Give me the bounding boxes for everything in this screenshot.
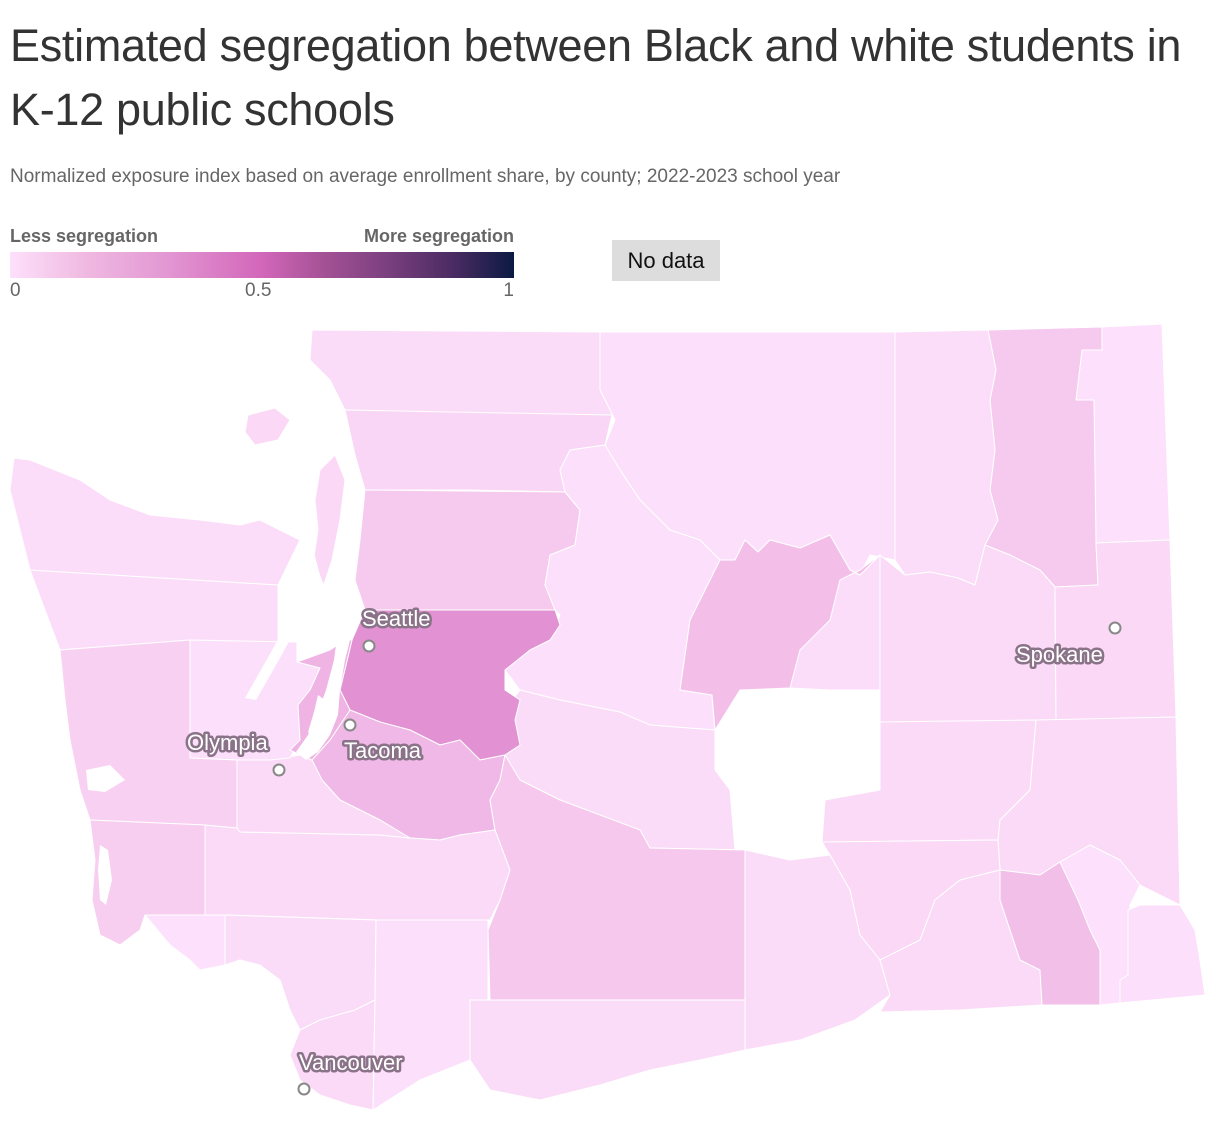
legend-tick-0: 0 [10,280,21,301]
legend-tick-1: 1 [503,280,514,301]
grays-harbor-bay-water [86,765,125,792]
city-label-seattle: Seattle [362,606,431,631]
puget-sound-water [296,610,352,760]
chart-subtitle: Normalized exposure index based on avera… [10,166,841,187]
legend-low-label: Less segregation [10,226,159,246]
city-dot-olympia [272,763,286,777]
county-wahkiakum[interactable] [144,914,226,971]
chart-title: Estimated segregation between Black and … [10,20,1182,135]
city-label-vancouver: Vancouver [299,1050,403,1075]
city-seattle: Seattle [360,604,433,653]
county-pacific[interactable] [89,819,206,946]
county-klickitat[interactable] [469,999,746,1101]
county-clallam[interactable] [9,457,301,586]
hood-canal-water [245,598,306,700]
city-label-tacoma: Tacoma [344,738,422,763]
city-dot-tacoma [343,718,357,732]
carr-inlet-water [308,695,325,740]
city-dot-seattle [362,639,376,653]
legend-high-label: More segregation [363,226,514,246]
city-olympia: Olympia [185,728,286,777]
city-label-olympia: Olympia [187,730,268,755]
county-whatcom[interactable] [309,329,616,421]
county-snohomish[interactable] [354,489,581,611]
county-jefferson[interactable] [29,569,298,651]
city-label-spokane: Spokane [1016,642,1103,667]
county-san-juan[interactable] [244,407,291,446]
color-legend: Less segregation More segregation 0 0.5 … [10,226,514,306]
admiralty-inlet-water [300,540,330,610]
willapa-bay-water [98,845,112,905]
county-clark[interactable] [289,999,376,1111]
city-tacoma: Tacoma [342,718,424,766]
county-asotin[interactable] [1119,904,1206,1004]
washington-county-map: Seattle Tacoma Olympia Spokane Vancouver [9,323,1206,1111]
city-dot-spokane [1108,621,1122,635]
no-data-legend: No data [612,240,720,281]
city-dot-vancouver [297,1082,311,1096]
city-vancouver: Vancouver [297,1048,405,1096]
county-ferry[interactable] [894,329,999,586]
county-lewis[interactable] [204,824,511,921]
city-spokane: Spokane [1014,621,1122,670]
legend-tick-0-5: 0.5 [245,280,272,301]
legend-gradient-bar [10,252,514,278]
county-island[interactable] [311,454,346,591]
